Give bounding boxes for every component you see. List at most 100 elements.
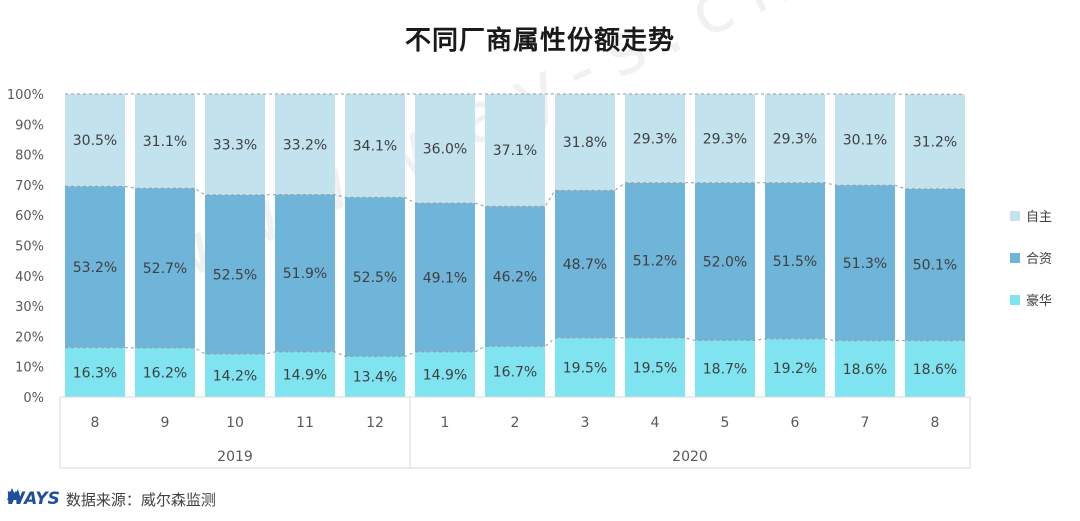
bar-segment [345, 356, 405, 397]
x-tick-label: 6 [791, 415, 800, 431]
bar-segment [555, 337, 615, 397]
data-label: 29.3% [773, 131, 817, 147]
data-label: 37.1% [493, 143, 537, 159]
legend-label: 豪华 [1026, 293, 1052, 309]
bar-segment [695, 182, 755, 341]
group-label: 2020 [672, 449, 708, 465]
bar-segment [905, 94, 965, 189]
data-label: 29.3% [633, 131, 677, 147]
data-label: 33.2% [283, 137, 327, 153]
legend-swatch [1010, 253, 1020, 263]
ways-logo-text: WAYS [6, 489, 60, 509]
x-tick-label: 3 [581, 415, 590, 431]
x-tick-label: 10 [226, 415, 244, 431]
group-label: 2019 [217, 449, 253, 465]
bar-segment [415, 203, 475, 352]
x-tick-label: 1 [441, 415, 450, 431]
footer: WAYS 数据来源：威尔森监测 [6, 486, 216, 512]
x-tick-label: 2 [511, 415, 520, 431]
data-label: 34.1% [353, 139, 397, 155]
data-label: 13.4% [353, 370, 397, 386]
bar-segment [485, 94, 545, 207]
data-label: 30.5% [73, 133, 117, 149]
bar-segment [765, 94, 825, 183]
x-tick-label: 4 [651, 415, 660, 431]
data-label: 18.6% [843, 362, 887, 378]
series-connector-line [65, 337, 965, 357]
data-label: 31.8% [563, 135, 607, 151]
bar-segment [415, 94, 475, 204]
bar-segment [905, 188, 965, 341]
y-tick-label: 20% [15, 330, 44, 345]
data-label: 16.2% [143, 365, 187, 381]
bar-segment [485, 346, 545, 397]
data-label: 18.6% [913, 362, 957, 378]
data-label: 14.9% [423, 367, 467, 383]
data-label: 52.7% [143, 261, 187, 277]
bar-segment [65, 347, 125, 397]
bar-segment [835, 185, 895, 341]
y-tick-label: 70% [15, 179, 44, 194]
data-label: 18.7% [703, 362, 747, 378]
x-tick-label: 7 [861, 415, 870, 431]
bar-segment [415, 351, 475, 397]
legend-swatch [1010, 211, 1020, 221]
x-tick-label: 8 [931, 415, 940, 431]
bar-segment [625, 337, 685, 397]
bar-segment [135, 94, 195, 189]
y-tick-label: 60% [15, 209, 44, 224]
data-label: 53.2% [73, 260, 117, 276]
x-tick-label: 8 [91, 415, 100, 431]
data-label: 52.5% [213, 267, 257, 283]
bar-segment [905, 340, 965, 397]
y-tick-label: 40% [15, 270, 44, 285]
bar-segment [135, 188, 195, 348]
x-tick-label: 5 [721, 415, 730, 431]
y-tick-label: 0% [23, 391, 44, 406]
data-label: 51.5% [773, 254, 817, 270]
y-tick-label: 10% [15, 361, 44, 376]
legend-label: 自主 [1026, 210, 1052, 225]
data-label: 51.2% [633, 253, 677, 269]
bar-segment [275, 194, 335, 352]
legend-label: 合资 [1026, 252, 1052, 267]
data-label: 14.2% [213, 368, 257, 384]
bar-segment [65, 94, 125, 187]
bar-segment [205, 194, 265, 354]
bar-segment [555, 190, 615, 338]
data-label: 51.9% [283, 266, 327, 282]
data-label: 19.5% [633, 360, 677, 376]
data-label: 36.0% [423, 142, 467, 158]
bar-segment [555, 94, 615, 191]
data-label: 30.1% [843, 133, 887, 149]
bar-segment [765, 182, 825, 339]
data-label: 50.1% [913, 258, 957, 274]
data-label: 51.3% [843, 256, 887, 272]
source-note: 数据来源：威尔森监测 [65, 490, 216, 509]
data-label: 49.1% [423, 270, 467, 286]
bar-segment [765, 338, 825, 397]
bar-segment [205, 94, 265, 195]
data-label: 19.5% [563, 360, 607, 376]
bar-segment [625, 182, 685, 338]
data-label: 33.3% [213, 137, 257, 153]
bar-segment [695, 340, 755, 397]
bar-segment [625, 94, 685, 183]
bar-segment [835, 94, 895, 186]
data-label: 48.7% [563, 257, 607, 273]
bar-segment [695, 94, 755, 183]
y-tick-label: 100% [7, 88, 44, 103]
bar-segment [835, 340, 895, 397]
data-label: 52.5% [353, 270, 397, 286]
data-label: 19.2% [773, 361, 817, 377]
data-label: 52.0% [703, 255, 747, 271]
y-tick-label: 30% [15, 300, 44, 315]
y-tick-label: 80% [15, 149, 44, 164]
data-label: 46.2% [493, 269, 537, 285]
y-tick-label: 90% [15, 118, 44, 133]
bar-segment [205, 353, 265, 397]
x-tick-label: 12 [366, 415, 384, 431]
data-label: 14.9% [283, 367, 327, 383]
